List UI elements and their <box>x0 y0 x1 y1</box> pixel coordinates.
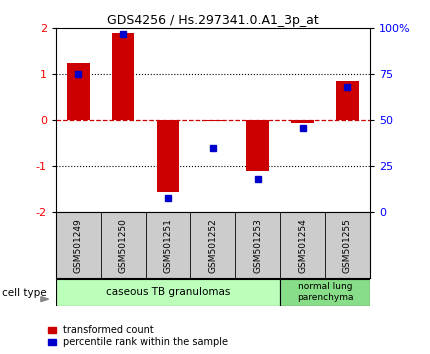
Polygon shape <box>41 297 49 302</box>
Bar <box>202 120 224 121</box>
Bar <box>157 120 179 192</box>
Bar <box>280 279 370 306</box>
Text: GSM501255: GSM501255 <box>343 218 352 273</box>
Bar <box>246 120 269 171</box>
Text: cell type: cell type <box>2 288 47 298</box>
Text: GSM501254: GSM501254 <box>298 218 307 273</box>
Text: caseous TB granulomas: caseous TB granulomas <box>106 287 230 297</box>
Text: GSM501253: GSM501253 <box>253 218 262 273</box>
Bar <box>336 81 359 120</box>
Title: GDS4256 / Hs.297341.0.A1_3p_at: GDS4256 / Hs.297341.0.A1_3p_at <box>107 14 319 27</box>
Text: GSM501251: GSM501251 <box>163 218 172 273</box>
Bar <box>67 63 89 120</box>
Bar <box>292 120 314 123</box>
Bar <box>56 279 280 306</box>
Text: GSM501250: GSM501250 <box>119 218 128 273</box>
Bar <box>112 33 135 120</box>
Text: normal lung
parenchyma: normal lung parenchyma <box>297 282 353 302</box>
Text: GSM501249: GSM501249 <box>74 218 83 273</box>
Legend: transformed count, percentile rank within the sample: transformed count, percentile rank withi… <box>48 325 228 347</box>
Text: GSM501252: GSM501252 <box>209 218 217 273</box>
